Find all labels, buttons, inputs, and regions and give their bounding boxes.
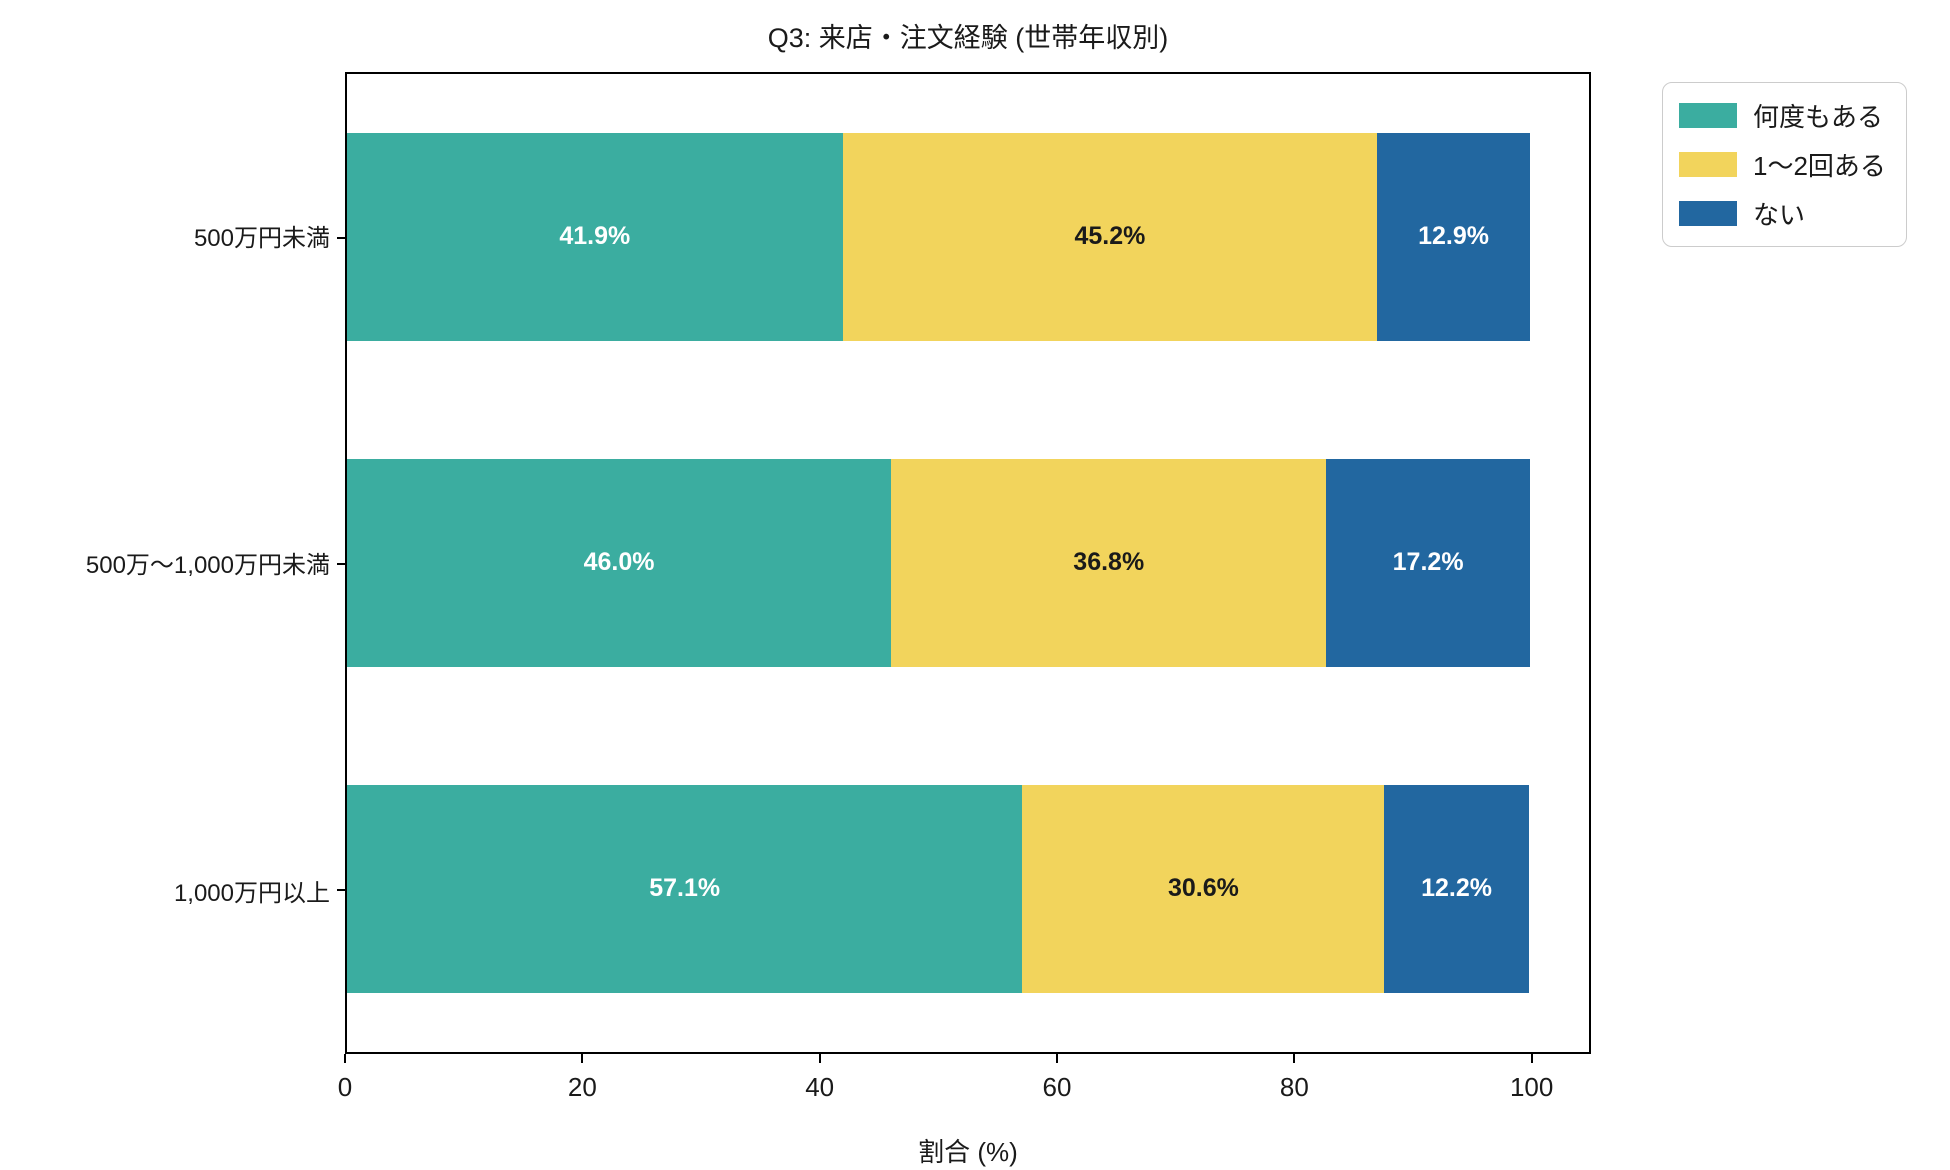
legend-swatch-icon xyxy=(1679,152,1737,177)
legend-item: 何度もある xyxy=(1679,97,1886,134)
x-tick-label: 40 xyxy=(805,1072,835,1102)
bar-value-label: 30.6% xyxy=(1167,874,1239,903)
x-tick-mark xyxy=(1293,1054,1296,1063)
chart-title: Q3: 来店・注文経験 (世帯年収別) xyxy=(767,23,1169,53)
x-tick-mark xyxy=(344,1054,346,1063)
legend-label: 1〜2回ある xyxy=(1753,151,1886,181)
bar-segment: 30.6% xyxy=(1022,784,1385,994)
x-tick-mark xyxy=(1056,1054,1058,1063)
bar-value-label: 46.0% xyxy=(583,548,655,577)
bar-row: 57.1% 30.6% 12.2% xyxy=(347,726,1589,1052)
y-tick-label: 1,000万円以上 xyxy=(173,879,330,907)
bar-value-label: 17.2% xyxy=(1392,548,1464,577)
bar-row: 46.0% 36.8% 17.2% xyxy=(347,400,1589,726)
bar-segment: 36.8% xyxy=(891,458,1327,668)
bar-value-label: 12.2% xyxy=(1421,874,1492,903)
bar-value-label: 45.2% xyxy=(1074,222,1146,251)
bar-segment: 17.2% xyxy=(1326,458,1530,668)
plot-area: 41.9% 45.2% 12.9% 46.0% 36.8% 17.2% 57.1% 30.6%… xyxy=(337,72,1591,1054)
x-tick-label: 0 xyxy=(337,1072,353,1102)
x-tick-label: 80 xyxy=(1279,1072,1309,1102)
bar-value-label: 57.1% xyxy=(649,874,721,903)
legend-label: 何度もある xyxy=(1753,102,1884,132)
x-tick-mark xyxy=(818,1054,821,1063)
y-tick-mark xyxy=(337,236,345,239)
bar-stack: 41.9% 45.2% 12.9% xyxy=(347,132,1589,342)
bar-stack: 46.0% 36.8% 17.2% xyxy=(347,458,1589,668)
legend-swatch-icon xyxy=(1679,103,1737,128)
bar-segment: 41.9% xyxy=(347,132,843,342)
y-tick-label: 500万円未満 xyxy=(193,225,330,253)
bar-segment: 45.2% xyxy=(842,132,1378,342)
y-tick-label: 500万〜1,000万円未満 xyxy=(85,552,330,580)
x-tick-label: 20 xyxy=(567,1072,597,1102)
bar-value-label: 41.9% xyxy=(559,222,631,251)
bar-segment: 12.2% xyxy=(1384,784,1529,994)
x-axis-label: 割合 (%) xyxy=(918,1137,1018,1167)
x-tick-mark xyxy=(1530,1054,1533,1063)
x-tick-label: 100 xyxy=(1509,1072,1554,1102)
legend-label: ない xyxy=(1753,200,1806,230)
legend-swatch-icon xyxy=(1679,201,1737,226)
x-tick-mark xyxy=(581,1054,584,1063)
bar-segment: 12.9% xyxy=(1377,132,1530,342)
legend: 何度もある 1〜2回ある ない xyxy=(1662,82,1907,247)
bar-value-label: 36.8% xyxy=(1073,548,1145,577)
legend-item: 1〜2回ある xyxy=(1679,146,1886,183)
bar-segment: 46.0% xyxy=(347,458,892,668)
bar-row: 41.9% 45.2% 12.9% xyxy=(347,74,1589,400)
bar-value-label: 12.9% xyxy=(1418,222,1489,251)
x-tick-label: 60 xyxy=(1042,1072,1072,1102)
y-tick-mark xyxy=(337,888,345,891)
y-axis: 500万円未満 500万〜1,000万円未満 1,000万円以上 xyxy=(0,72,330,1054)
legend-item: ない xyxy=(1679,195,1886,232)
bar-stack: 57.1% 30.6% 12.2% xyxy=(347,784,1589,994)
y-tick-mark xyxy=(337,562,345,565)
bar-segment: 57.1% xyxy=(347,784,1023,994)
